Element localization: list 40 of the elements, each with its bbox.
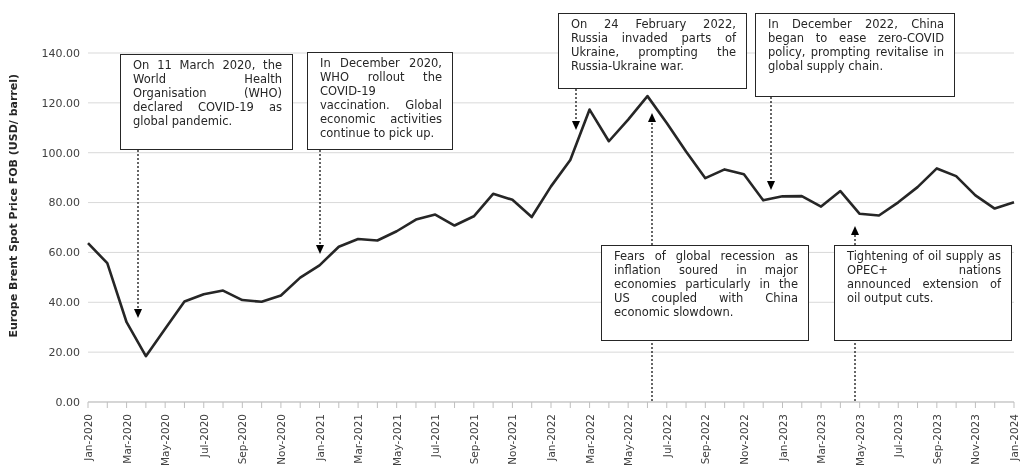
x-tick-label: Sep-2023 [930, 414, 943, 465]
x-tick-label: Jan-2023 [776, 414, 789, 462]
x-tick-label: Jan-2021 [313, 414, 326, 462]
callout-box: In December 2022, China began to ease zero-COVID policy, prompting revitalise in global supply chain. [755, 13, 955, 97]
y-tick-label: 20.00 [48, 346, 80, 360]
y-axis-title: Europe Brent Spot Price FOB (USD/ barrel) [6, 73, 20, 338]
y-tick-label: 140.00 [41, 46, 80, 60]
y-tick-label: 80.00 [48, 196, 80, 210]
x-tick-label: Mar-2022 [583, 414, 596, 464]
callout-box: Fears of global recession as inflation soured in major economies particularly in the US coupled with China economic slowdown. [601, 245, 809, 341]
y-tick-label: 100.00 [41, 146, 80, 160]
x-tick-label: Mar-2023 [815, 414, 828, 464]
callout-box: On 11 March 2020, the World Health Organisation (WHO) declared COVID-19 as global pandemic. [120, 54, 293, 150]
y-tick-label: 0.00 [55, 395, 80, 409]
x-tick-label: Jul-2022 [660, 414, 673, 459]
callout-box: Tightening of oil supply as OPEC+ nations announced extension of oil output cuts. [834, 245, 1012, 341]
x-tick-label: Jan-2022 [545, 414, 557, 462]
callout-box: On 24 February 2022, Russia invaded parts of Ukraine, prompting the Russia-Ukraine war. [558, 13, 747, 89]
x-tick-label: Mar-2021 [352, 414, 365, 464]
x-tick-label: May-2020 [159, 414, 172, 467]
callout-box: In December 2020, WHO rollout the COVID-19 vaccination. Global economic activities continue to pick up. [307, 52, 453, 150]
x-tick-label: Jan-2020 [82, 414, 94, 462]
x-tick-label: Nov-2021 [506, 414, 519, 465]
y-tick-label: 120.00 [41, 96, 80, 110]
x-tick-label: Nov-2022 [737, 414, 750, 465]
x-tick-label: Sep-2021 [467, 414, 480, 465]
x-tick-label: May-2021 [390, 414, 403, 467]
x-tick-label: Mar-2020 [120, 414, 133, 464]
x-tick-label: Sep-2020 [236, 414, 249, 465]
x-tick-label: Nov-2023 [969, 414, 982, 465]
x-tick-label: Nov-2020 [274, 414, 287, 465]
x-tick-label: Jan-2024 [1008, 413, 1020, 462]
x-tick-label: May-2022 [622, 414, 635, 467]
x-tick-label: Jul-2021 [429, 414, 442, 459]
x-tick-label: May-2023 [853, 414, 866, 467]
x-tick-label: Sep-2022 [699, 414, 712, 465]
y-tick-label: 60.00 [48, 246, 80, 260]
y-tick-label: 40.00 [48, 296, 80, 310]
x-tick-label: Jul-2023 [892, 414, 905, 459]
x-tick-label: Jul-2020 [197, 414, 210, 459]
